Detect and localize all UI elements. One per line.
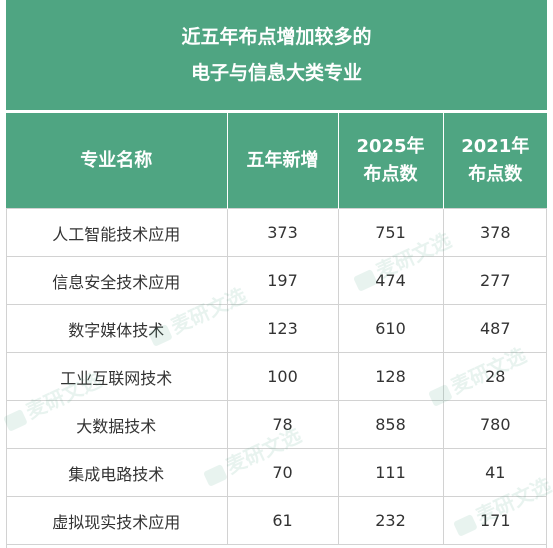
cell-added: 78 <box>226 400 338 449</box>
header-2025-line2: 布点数 <box>363 163 418 185</box>
cell-2021: 41 <box>442 448 547 497</box>
cell-2021: 487 <box>442 304 547 353</box>
header-2021-count: 2021年 布点数 <box>442 113 547 209</box>
cell-2021: 171 <box>442 496 547 545</box>
header-2025-line1: 2025年 <box>356 135 425 157</box>
header-2021-line2: 布点数 <box>468 163 523 185</box>
cell-2021: 780 <box>442 400 547 449</box>
cell-major-name: 数字媒体技术 <box>6 304 227 353</box>
header-row: 专业名称 五年新增 2025年 布点数 2021年 布点数 <box>6 113 547 209</box>
cell-major-name: 人工智能技术应用 <box>6 208 227 257</box>
cell-added: 123 <box>226 304 338 353</box>
table-row: 数字媒体技术 123 610 487 <box>6 304 547 353</box>
cell-major-name: 大数据技术 <box>6 400 227 449</box>
table-row: 人工智能技术应用 373 751 378 <box>6 208 547 257</box>
cell-added: 70 <box>226 448 338 497</box>
cell-2021: 378 <box>442 208 547 257</box>
cell-added: 100 <box>226 352 338 401</box>
table-row: 工业互联网技术 100 128 28 <box>6 352 547 401</box>
cell-2021: 28 <box>442 352 547 401</box>
table-row: 集成电路技术 70 111 41 <box>6 448 547 497</box>
title-line-1: 近五年布点增加较多的 <box>181 26 372 48</box>
table-row: 大数据技术 78 858 780 <box>6 400 547 449</box>
cell-2025: 751 <box>337 208 443 257</box>
cell-2025: 858 <box>337 400 443 449</box>
cell-major-name: 工业互联网技术 <box>6 352 227 401</box>
cell-2021: 277 <box>442 256 547 305</box>
cell-2025: 111 <box>337 448 443 497</box>
cell-added: 61 <box>226 496 338 545</box>
title-band: 近五年布点增加较多的 电子与信息大类专业 <box>6 0 547 110</box>
cell-2025: 610 <box>337 304 443 353</box>
header-major-name: 专业名称 <box>6 113 227 209</box>
title-line-2: 电子与信息大类专业 <box>190 62 362 84</box>
cell-2025: 128 <box>337 352 443 401</box>
cell-added: 373 <box>226 208 338 257</box>
table-row: 信息安全技术应用 197 474 277 <box>6 256 547 305</box>
header-2021-line1: 2021年 <box>461 135 530 157</box>
cell-added: 197 <box>226 256 338 305</box>
cell-2025: 474 <box>337 256 443 305</box>
header-five-year-added: 五年新增 <box>226 113 338 209</box>
cell-major-name: 信息安全技术应用 <box>6 256 227 305</box>
title-separator <box>6 110 547 113</box>
majors-table: 专业名称 五年新增 2025年 布点数 2021年 布点数 人工智能技术应用 3… <box>6 113 547 545</box>
cell-major-name: 虚拟现实技术应用 <box>6 496 227 545</box>
cell-2025: 232 <box>337 496 443 545</box>
cell-major-name: 集成电路技术 <box>6 448 227 497</box>
table-row: 虚拟现实技术应用 61 232 171 <box>6 496 547 545</box>
header-2025-count: 2025年 布点数 <box>337 113 443 209</box>
